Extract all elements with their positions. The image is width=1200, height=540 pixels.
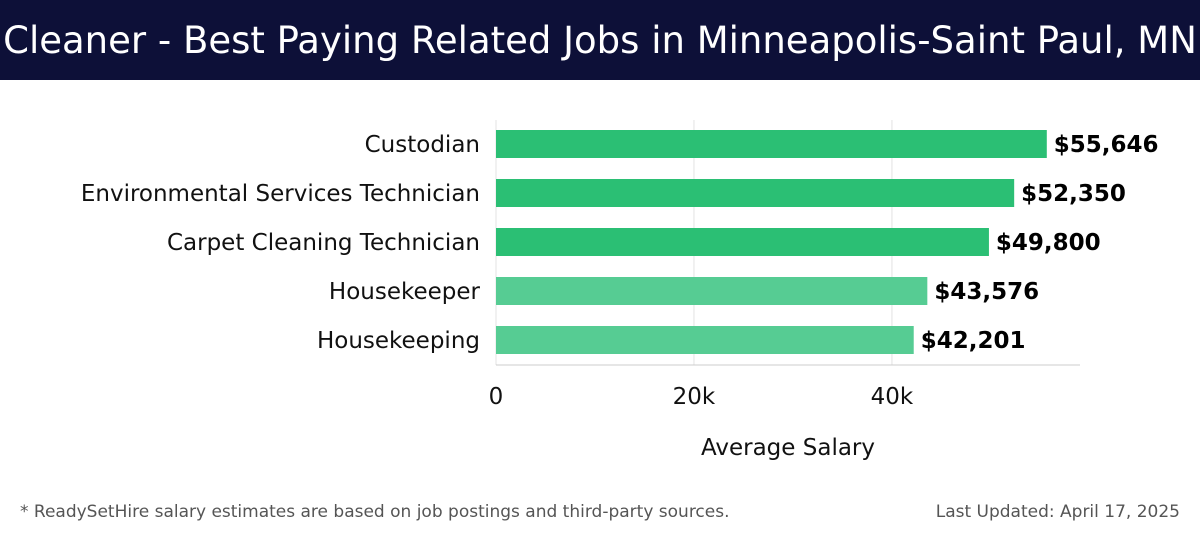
bar [496, 228, 989, 256]
bar [496, 179, 1015, 207]
bar [496, 326, 914, 354]
x-axis-label: Average Salary [701, 435, 875, 461]
salary-bar-chart: Custodian $55,646 Environmental Services T… [81, 120, 1159, 461]
x-tick-label: 0 [489, 384, 504, 410]
footnote: * ReadySetHire salary estimates are base… [20, 502, 730, 522]
bar [496, 130, 1047, 158]
x-tick-label: 20k [673, 384, 716, 410]
value-label: $42,201 [921, 328, 1026, 354]
category-label: Housekeeper [329, 279, 481, 305]
bar [496, 277, 928, 305]
category-label: Housekeeping [317, 328, 480, 354]
chart-header: Cleaner - Best Paying Related Jobs in Mi… [0, 0, 1200, 80]
category-label: Carpet Cleaning Technician [167, 230, 480, 256]
category-label: Environmental Services Technician [81, 181, 480, 207]
last-updated: Last Updated: April 17, 2025 [935, 502, 1180, 522]
value-label: $55,646 [1054, 132, 1159, 158]
value-label: $43,576 [934, 279, 1039, 305]
value-label: $49,800 [996, 230, 1101, 256]
value-label: $52,350 [1021, 181, 1126, 207]
chart-title: Cleaner - Best Paying Related Jobs in Mi… [3, 18, 1197, 62]
category-label: Custodian [365, 132, 480, 158]
x-tick-label: 40k [871, 384, 914, 410]
